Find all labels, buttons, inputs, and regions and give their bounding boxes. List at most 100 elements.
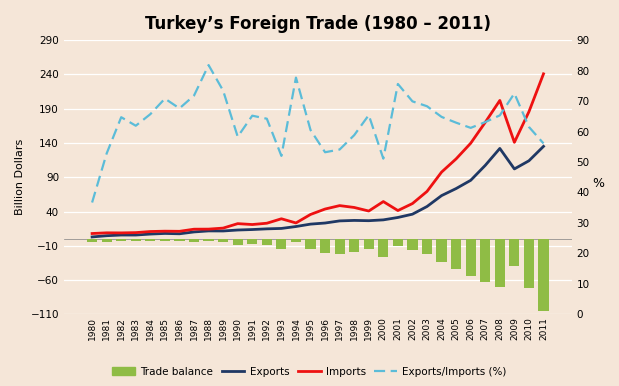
Exports/Imports (%) (103, 151, 110, 156)
Exports (278, 226, 285, 231)
Exports/Imports (%) (307, 128, 314, 132)
Exports (103, 234, 110, 238)
Bar (291, 239, 301, 242)
Imports (89, 231, 96, 236)
Exports/Imports (%) (336, 147, 344, 152)
Imports (452, 157, 460, 161)
Imports (394, 208, 402, 213)
Exports (234, 228, 241, 232)
Exports (205, 229, 212, 233)
Exports (467, 178, 474, 183)
Bar (509, 239, 519, 266)
Exports (350, 218, 358, 223)
Legend: Trade balance, Exports, Imports, Exports/Imports (%): Trade balance, Exports, Imports, Exports… (108, 362, 511, 381)
Exports/Imports (%) (496, 113, 503, 118)
Bar (451, 239, 461, 269)
Exports (540, 144, 547, 149)
Exports/Imports (%) (482, 120, 489, 124)
Imports (467, 141, 474, 146)
Imports (409, 201, 416, 206)
Bar (407, 239, 418, 250)
Exports (526, 159, 533, 163)
Imports (482, 120, 489, 125)
Exports/Imports (%) (511, 91, 518, 96)
Exports (118, 233, 125, 237)
Exports/Imports (%) (132, 124, 139, 128)
Bar (422, 239, 432, 254)
Bar (131, 239, 141, 241)
Exports/Imports (%) (540, 141, 547, 146)
Title: Turkey’s Foreign Trade (1980 – 2011): Turkey’s Foreign Trade (1980 – 2011) (145, 15, 491, 33)
Y-axis label: Billion Dollars: Billion Dollars (15, 139, 25, 215)
Exports (161, 231, 168, 236)
Imports (336, 203, 344, 208)
Exports (190, 230, 197, 234)
Bar (87, 239, 97, 242)
Bar (436, 239, 447, 262)
Imports (511, 140, 518, 145)
Exports (438, 193, 445, 198)
Exports (321, 221, 329, 225)
Exports (511, 167, 518, 171)
Exports (176, 232, 183, 236)
Exports (89, 235, 96, 239)
Exports/Imports (%) (379, 156, 387, 161)
Imports (423, 189, 431, 194)
Bar (334, 239, 345, 254)
Exports/Imports (%) (263, 117, 271, 121)
Exports/Imports (%) (292, 75, 300, 80)
Bar (262, 239, 272, 245)
Exports/Imports (%) (423, 104, 431, 108)
Exports/Imports (%) (118, 115, 125, 120)
Exports (147, 232, 154, 236)
Imports (249, 222, 256, 227)
Exports (292, 224, 300, 229)
Exports/Imports (%) (161, 96, 168, 101)
Imports (496, 98, 503, 103)
Imports (234, 221, 241, 226)
Exports (423, 204, 431, 209)
Exports (482, 163, 489, 168)
Exports/Imports (%) (205, 63, 212, 68)
Bar (495, 239, 505, 287)
Exports/Imports (%) (350, 133, 358, 137)
Line: Exports: Exports (92, 146, 543, 237)
Y-axis label: %: % (592, 177, 604, 190)
Bar (204, 239, 214, 241)
Bar (378, 239, 388, 257)
Exports/Imports (%) (234, 134, 241, 139)
Imports (132, 230, 139, 235)
Exports (219, 229, 227, 233)
Bar (233, 239, 243, 245)
Imports (219, 226, 227, 230)
Bar (247, 239, 258, 244)
Imports (176, 229, 183, 234)
Line: Imports: Imports (92, 74, 543, 234)
Exports (496, 146, 503, 151)
Bar (276, 239, 287, 249)
Exports/Imports (%) (89, 200, 96, 205)
Bar (480, 239, 490, 282)
Exports (409, 212, 416, 217)
Imports (365, 209, 373, 213)
Exports/Imports (%) (249, 113, 256, 118)
Imports (205, 227, 212, 232)
Exports/Imports (%) (438, 115, 445, 119)
Exports/Imports (%) (321, 150, 329, 154)
Exports/Imports (%) (394, 82, 402, 86)
Bar (189, 239, 199, 242)
Exports/Imports (%) (147, 112, 154, 117)
Line: Exports/Imports (%): Exports/Imports (%) (92, 65, 543, 203)
Imports (103, 230, 110, 235)
Bar (364, 239, 374, 249)
Exports/Imports (%) (219, 88, 227, 93)
Exports (394, 215, 402, 220)
Exports (452, 186, 460, 191)
Imports (278, 217, 285, 221)
Imports (190, 227, 197, 232)
Exports/Imports (%) (176, 106, 183, 111)
Exports/Imports (%) (278, 154, 285, 158)
Exports/Imports (%) (190, 93, 197, 98)
Exports (365, 218, 373, 223)
Exports (263, 227, 271, 231)
